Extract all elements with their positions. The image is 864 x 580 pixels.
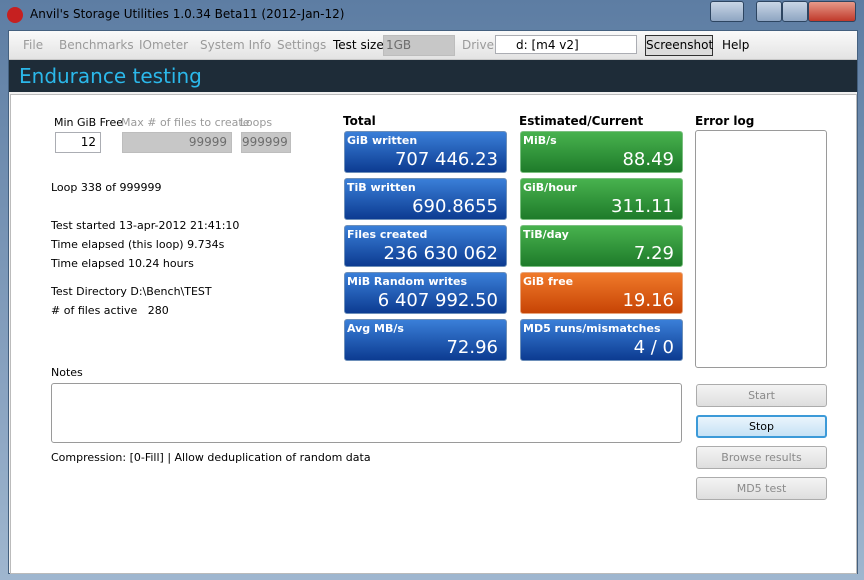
md5-button[interactable]: MD5 test: [696, 477, 827, 500]
stat-tile: Avg MB/s 72.96: [344, 319, 507, 361]
tile-label: GiB written: [347, 134, 418, 147]
menu-item[interactable]: Benchmarks: [59, 38, 134, 52]
browse-button[interactable]: Browse results: [696, 446, 827, 469]
tile-value: 707 446.23: [394, 149, 498, 170]
status-line: Test started 13-apr-2012 21:41:10: [51, 219, 240, 232]
test-size-select[interactable]: 1GB: [383, 35, 455, 56]
screenshot-button[interactable]: Screenshot: [645, 35, 713, 56]
maximize-button[interactable]: [782, 1, 808, 22]
tile-label: GiB free: [523, 275, 574, 288]
stat-tile: MiB Random writes 6 407 992.50: [344, 272, 507, 314]
menu-item[interactable]: System Info: [200, 38, 272, 52]
menu-item[interactable]: Settings: [277, 38, 327, 52]
tile-label: MiB/s: [523, 134, 557, 147]
status-line: Time elapsed (this loop) 9.734s: [51, 238, 225, 251]
current-heading: Estimated/Current: [519, 114, 644, 128]
max-files-input[interactable]: 99999: [122, 132, 232, 153]
start-button[interactable]: Start: [696, 384, 827, 407]
main-panel: Min GiB Free 12 Max # of files to create…: [10, 94, 857, 574]
stat-tile: Files created 236 630 062: [344, 225, 507, 267]
tile-label: MiB Random writes: [347, 275, 468, 288]
loops-label: Loops: [240, 116, 273, 129]
tile-value: 88.49: [622, 149, 674, 170]
tile-value: 72.96: [446, 337, 498, 358]
stat-tile: MiB/s 88.49: [520, 131, 683, 173]
stat-tile: TiB written 690.8655: [344, 178, 507, 220]
minimize-button[interactable]: [756, 1, 782, 22]
menu-item[interactable]: File: [23, 38, 44, 52]
min-free-label: Min GiB Free: [54, 116, 123, 129]
tile-value: 4 / 0: [633, 337, 674, 358]
tile-value: 690.8655: [412, 196, 498, 217]
compression-text: Compression: [0-Fill] | Allow deduplicat…: [51, 451, 371, 464]
drive-label: Drive: [462, 38, 494, 52]
menu-item[interactable]: IOmeter: [139, 38, 189, 52]
stop-button[interactable]: Stop: [696, 415, 827, 438]
notes-input[interactable]: [51, 383, 682, 443]
total-heading: Total: [343, 114, 376, 128]
help-menu[interactable]: Help: [722, 38, 750, 52]
tile-label: GiB/hour: [523, 181, 577, 194]
app-icon: [7, 7, 23, 23]
loops-input[interactable]: 999999: [241, 132, 291, 153]
status-line: Time elapsed 10.24 hours: [51, 257, 194, 270]
tile-label: MD5 runs/mismatches: [523, 322, 661, 335]
min-free-input[interactable]: 12: [55, 132, 101, 153]
error-log-box: [695, 130, 827, 368]
tile-label: TiB written: [347, 181, 416, 194]
tile-label: Files created: [347, 228, 428, 241]
status-line: Loop 338 of 999999: [51, 181, 162, 194]
stat-tile: TiB/day 7.29: [520, 225, 683, 267]
menu-bar: File Benchmarks IOmeter System Info Sett…: [9, 31, 857, 60]
notes-label: Notes: [51, 366, 83, 379]
tile-value: 236 630 062: [383, 243, 498, 264]
close-button[interactable]: [808, 1, 856, 22]
status-line: # of files active 280: [51, 304, 169, 317]
tile-value: 311.11: [611, 196, 674, 217]
stat-tile: MD5 runs/mismatches 4 / 0: [520, 319, 683, 361]
restore-button[interactable]: [710, 1, 744, 22]
tile-label: TiB/day: [523, 228, 569, 241]
stat-tile: GiB free 19.16: [520, 272, 683, 314]
stat-tile: GiB written 707 446.23: [344, 131, 507, 173]
max-files-label: Max # of files to create: [121, 116, 250, 129]
tile-label: Avg MB/s: [347, 322, 404, 335]
drive-select[interactable]: d: [m4 v2]: [495, 35, 637, 54]
error-log-heading: Error log: [695, 114, 755, 128]
test-size-label: Test size: [333, 38, 384, 52]
tile-value: 19.16: [622, 290, 674, 311]
window-title: Anvil's Storage Utilities 1.0.34 Beta11 …: [30, 7, 345, 21]
status-line: Test Directory D:\Bench\TEST: [51, 285, 212, 298]
section-header: Endurance testing: [9, 60, 857, 92]
tile-value: 6 407 992.50: [377, 290, 498, 311]
tile-value: 7.29: [633, 243, 674, 264]
stat-tile: GiB/hour 311.11: [520, 178, 683, 220]
section-title: Endurance testing: [19, 64, 202, 88]
title-bar: Anvil's Storage Utilities 1.0.34 Beta11 …: [0, 0, 864, 30]
client-area: File Benchmarks IOmeter System Info Sett…: [8, 30, 858, 574]
